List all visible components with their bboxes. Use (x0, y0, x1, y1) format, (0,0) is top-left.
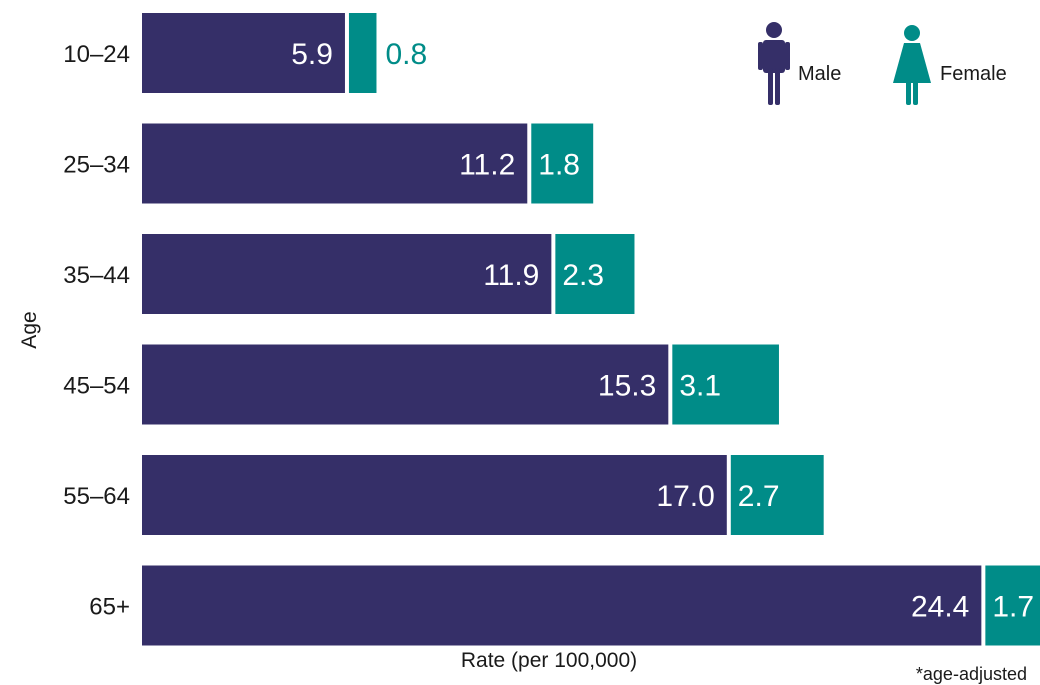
male-figure-icon (758, 22, 790, 105)
male-bar (142, 234, 552, 314)
bars-group: 5.9 0.8 11.2 1.8 11.9 2.3 15.3 3.1 17.0 2.7 24.4 1.… (142, 13, 1040, 646)
female-bar (555, 234, 635, 314)
male-value-label: 11.9 (483, 259, 539, 292)
legend: Male Female (758, 22, 1007, 105)
female-value-label: 1.8 (538, 149, 580, 182)
female-bar (531, 123, 594, 204)
male-value-label: 24.4 (911, 591, 969, 624)
legend-female-label: Female (940, 63, 1007, 85)
female-figure-icon (893, 25, 931, 105)
female-bar (985, 565, 1040, 646)
male-value-label: 11.2 (459, 149, 515, 182)
male-value-label: 17.0 (656, 480, 714, 513)
female-value-label: 3.1 (679, 370, 721, 403)
x-axis-title: Rate (per 100,000) (461, 649, 637, 672)
y-tick-labels: 10–24 25–34 35–44 45–54 55–64 65+ (63, 41, 130, 621)
male-bar (142, 344, 669, 425)
female-value-label: 2.3 (562, 259, 604, 292)
male-value-label: 15.3 (598, 370, 656, 403)
female-value-label: 1.7 (992, 591, 1034, 624)
y-tick-label: 45–54 (63, 373, 130, 400)
y-tick-label: 65+ (89, 594, 130, 621)
y-axis-title: Age (18, 311, 41, 348)
female-bar (348, 13, 377, 93)
female-value-label: 2.7 (738, 480, 780, 513)
y-tick-label: 25–34 (63, 152, 130, 179)
male-value-label: 5.9 (291, 38, 333, 71)
male-bar (142, 13, 345, 93)
male-bar (142, 123, 528, 204)
y-tick-label: 10–24 (63, 41, 130, 68)
legend-male-label: Male (798, 63, 841, 85)
y-tick-label: 35–44 (63, 262, 130, 289)
female-bar (672, 344, 779, 425)
male-bar (142, 455, 727, 535)
y-tick-label: 55–64 (63, 483, 130, 510)
female-value-label: 0.8 (385, 38, 427, 71)
footnote: *age-adjusted (916, 664, 1027, 684)
female-bar (730, 455, 824, 535)
male-bar (142, 565, 982, 646)
